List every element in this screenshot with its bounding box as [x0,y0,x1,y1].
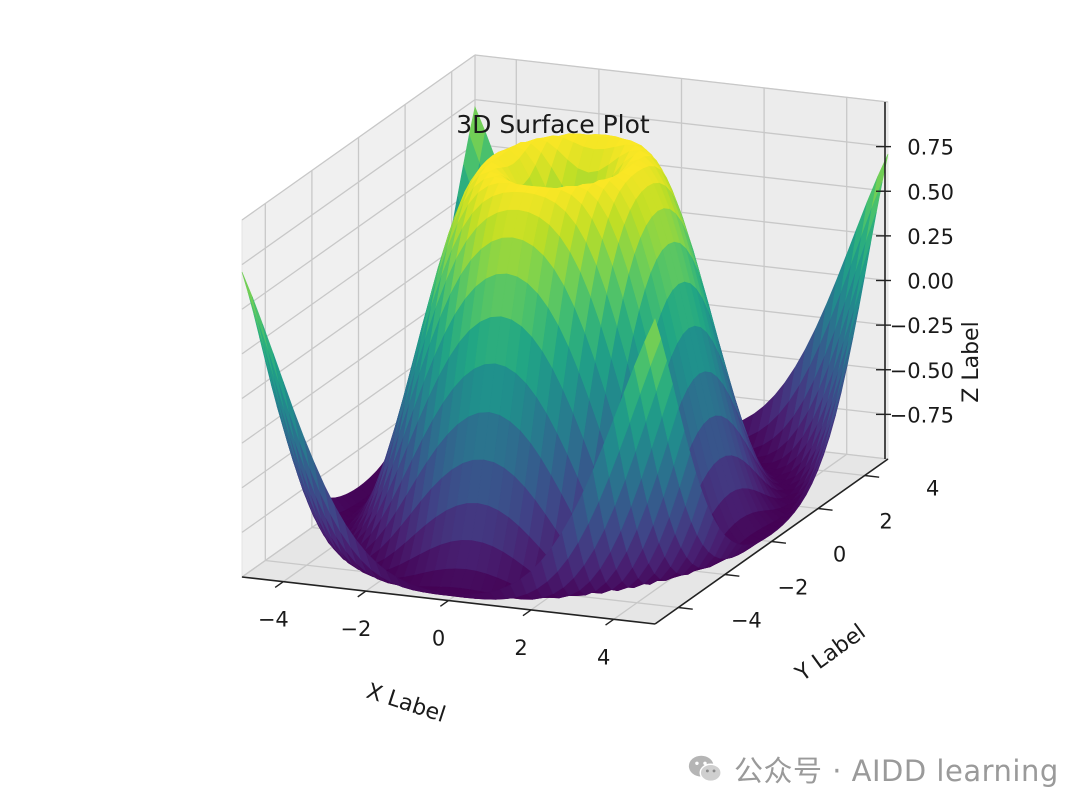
wechat-icon [688,755,722,783]
y-axis-label: Y Label [790,620,870,688]
x-tick-mark [439,599,449,607]
x-tick-mark [357,590,367,598]
y-tick-mark [818,507,833,511]
grid-line-z-back [241,54,476,221]
y-tick-label: −4 [731,609,762,633]
y-tick-label: 2 [879,510,892,534]
grid-line-z-side [474,98,889,148]
grid-line-z-back [241,232,476,400]
grid-line-z-back [241,99,476,266]
z-tick-label: −0.75 [890,403,954,427]
y-tick-label: −2 [777,576,808,600]
watermark-text: 公众号 · AIDD learning [734,754,1059,788]
y-tick-mark [771,540,787,544]
z-axis-label: Z Label [959,321,984,402]
x-tick-label: 2 [514,636,527,660]
z-tick-label: 0.25 [907,225,954,249]
watermark: 公众号 · AIDD learning [686,748,1059,790]
grid-line-z-side [474,54,889,103]
surface [241,105,889,600]
z-tick-label: 0.50 [907,180,954,204]
y-tick-mark [678,606,693,610]
x-tick-mark [522,609,532,617]
grid-line-z-back [241,143,476,310]
axis-lines [241,102,891,626]
x-axis-label: X Label [363,679,448,728]
z-tick-label: −0.50 [890,359,954,383]
x-tick-label: 0 [432,627,445,651]
z-tick-label: −0.25 [890,314,954,338]
x-tick-mark [274,581,284,589]
chart-title: 3D Surface Plot [456,110,650,139]
surface-patch [644,318,662,367]
z-tick-label: 0.00 [907,270,954,294]
x-tick-label: −4 [258,608,289,632]
z-tick-label: 0.75 [907,136,954,160]
x-tick-mark [605,618,615,626]
x-tick-label: 4 [597,645,610,669]
y-tick-mark [724,573,740,577]
grid-line-z-back [241,188,476,355]
y-tick-label: 0 [833,543,846,567]
tick-labels: −4 −2 0 2 4 −4 −2 0 2 4 0.75 0.50 0.25 0.00 −0.25 −0.50… [258,136,954,670]
y-tick-label: 4 [926,477,939,501]
x-tick-label: −2 [340,617,371,641]
y-tick-mark [864,474,880,478]
